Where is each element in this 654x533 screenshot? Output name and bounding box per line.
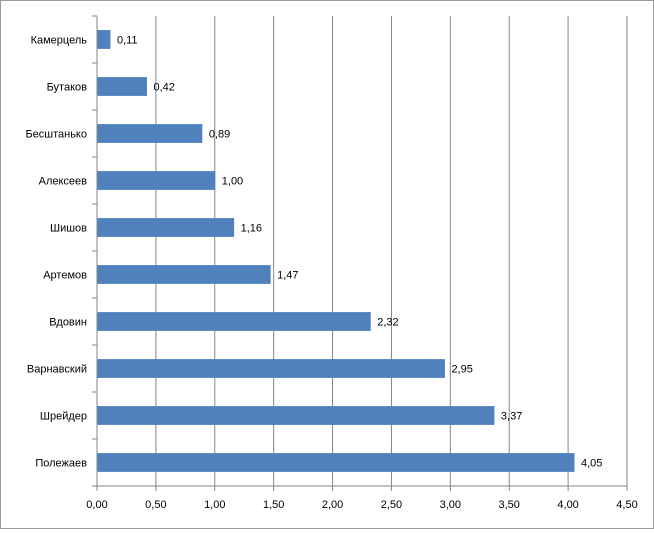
x-tick-label: 2,50 xyxy=(381,499,402,511)
value-labels: 0,11 0,42 0,89 1,00 1,16 1,47 2,32 2,95 3,37 4,05 xyxy=(117,35,602,470)
category-label: Варнавский xyxy=(27,364,87,376)
x-tick-label: 1,00 xyxy=(204,499,225,511)
x-tick-label: 4,00 xyxy=(557,499,578,511)
bar xyxy=(97,124,203,143)
bar xyxy=(97,312,371,331)
bar xyxy=(97,359,445,378)
bar xyxy=(97,77,147,96)
data-label: 4,05 xyxy=(581,458,602,470)
data-label: 1,47 xyxy=(277,270,298,282)
data-label: 0,42 xyxy=(153,82,174,94)
data-label: 0,89 xyxy=(209,129,230,141)
data-label: 3,37 xyxy=(501,411,522,423)
data-label: 1,00 xyxy=(222,176,243,188)
category-label: Алексеев xyxy=(39,176,88,188)
category-label: Артемов xyxy=(43,270,87,282)
x-tick-label: 1,50 xyxy=(263,499,284,511)
x-tick-label: 0,00 xyxy=(86,499,107,511)
category-label: Шрейдер xyxy=(40,411,87,423)
bar xyxy=(97,30,111,49)
bar xyxy=(97,453,575,472)
x-tick-label: 3,00 xyxy=(440,499,461,511)
bars xyxy=(97,30,575,472)
bar xyxy=(97,218,235,237)
category-label: Бесштанько xyxy=(25,129,87,141)
category-label: Шишов xyxy=(50,223,87,235)
x-tick-label: 2,00 xyxy=(322,499,343,511)
x-tick-label: 4,50 xyxy=(616,499,637,511)
gridlines xyxy=(155,16,628,486)
category-label: Полежаев xyxy=(35,458,87,470)
bar xyxy=(97,171,216,190)
x-axis: 0,00 0,50 1,00 1,50 2,00 2,50 3,00 3,50 4,00 4,50 xyxy=(86,15,638,511)
category-label: Бутаков xyxy=(47,82,88,94)
bar xyxy=(97,265,271,284)
category-label: Камерцель xyxy=(31,35,88,47)
category-label: Вдовин xyxy=(49,317,87,329)
x-tick-label: 3,50 xyxy=(499,499,520,511)
data-label: 2,32 xyxy=(377,317,398,329)
x-tick-label: 0,50 xyxy=(145,499,166,511)
data-label: 1,16 xyxy=(241,223,262,235)
data-label: 2,95 xyxy=(451,364,472,376)
bar xyxy=(97,406,495,425)
data-label: 0,11 xyxy=(117,35,138,47)
category-labels: Камерцель Бутаков Бесштанько Алексеев Шишов А… xyxy=(25,35,87,470)
